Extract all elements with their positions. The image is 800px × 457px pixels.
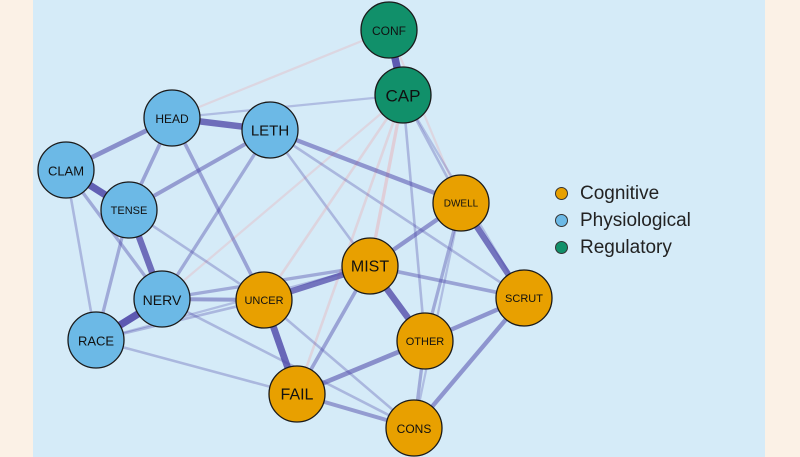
node-circle-mist — [341, 237, 399, 295]
node-label-race: RACE — [78, 334, 114, 349]
legend-label-regulatory: Regulatory — [580, 236, 672, 258]
node-label-cons: CONS — [397, 422, 432, 436]
node-race: RACE — [67, 311, 125, 369]
edge-leth-dwell — [267, 127, 464, 206]
edge-race-fail — [94, 338, 299, 396]
edge-cap-mist — [368, 93, 405, 268]
node-circle-nerv — [133, 270, 191, 328]
edge-head-uncer — [170, 116, 266, 302]
node-nerv: NERV — [133, 270, 191, 328]
edge-conf-head — [170, 28, 391, 120]
node-head: HEAD — [143, 89, 201, 147]
node-label-scrut: SCRUT — [505, 293, 543, 305]
node-label-uncer: UNCER — [244, 295, 283, 307]
node-fail: FAIL — [268, 365, 326, 423]
node-circle-tense — [100, 181, 158, 239]
legend-item-cognitive: Cognitive — [555, 180, 691, 207]
physiological-legend-dot — [555, 214, 568, 227]
node-other: OTHER — [396, 312, 454, 370]
node-circle-scrut — [495, 269, 553, 327]
edge-cap-head — [170, 93, 405, 120]
node-uncer: UNCER — [235, 271, 293, 329]
node-tense: TENSE — [100, 181, 158, 239]
edge-uncer-cons — [262, 298, 416, 430]
legend-item-physiological: Physiological — [555, 207, 691, 234]
edge-cap-nerv — [160, 93, 405, 301]
node-circle-dwell — [432, 174, 490, 232]
node-clam: CLAM — [37, 141, 95, 199]
edge-leth-nerv — [160, 128, 272, 301]
node-cons: CONS — [385, 399, 443, 457]
node-circle-cap — [374, 66, 432, 124]
node-circle-fail — [268, 365, 326, 423]
node-circle-uncer — [235, 271, 293, 329]
node-label-nerv: NERV — [143, 292, 182, 308]
edge-leth-scrut — [268, 128, 526, 300]
node-circle-cons — [385, 399, 443, 457]
node-label-conf: CONF — [372, 24, 406, 38]
edge-cap-fail — [295, 93, 405, 396]
node-mist: MIST — [341, 237, 399, 295]
legend-item-regulatory: Regulatory — [555, 234, 691, 261]
node-circle-head — [143, 89, 201, 147]
edge-cap-uncer — [262, 93, 405, 302]
legend: Cognitive Physiological Regulatory — [555, 180, 691, 261]
legend-label-cognitive: Cognitive — [580, 182, 660, 204]
node-circle-leth — [241, 101, 299, 159]
edge-clam-race — [64, 168, 98, 342]
node-circle-clam — [37, 141, 95, 199]
node-label-cap: CAP — [386, 87, 421, 106]
cognitive-legend-dot — [555, 187, 568, 200]
node-cap: CAP — [374, 66, 432, 124]
node-leth: LETH — [241, 101, 299, 159]
node-conf: CONF — [360, 1, 418, 59]
edge-conf-dwell — [387, 28, 463, 205]
node-label-tense: TENSE — [111, 205, 148, 217]
node-circle-other — [396, 312, 454, 370]
legend-label-physiological: Physiological — [580, 209, 691, 231]
node-label-clam: CLAM — [48, 164, 84, 179]
node-label-mist: MIST — [351, 259, 389, 276]
node-circle-race — [67, 311, 125, 369]
node-label-leth: LETH — [251, 123, 289, 140]
node-label-other: OTHER — [406, 336, 445, 348]
node-label-fail: FAIL — [281, 387, 314, 404]
node-layer: CONF CAP HEAD LETH CLAM TENSE NERV RACE DWELL MIS… — [37, 1, 553, 457]
node-dwell: DWELL — [432, 174, 490, 232]
regulatory-legend-dot — [555, 241, 568, 254]
node-circle-conf — [360, 1, 418, 59]
node-label-dwell: DWELL — [444, 199, 479, 210]
edge-cap-other — [401, 93, 427, 343]
node-label-head: HEAD — [155, 112, 189, 126]
node-scrut: SCRUT — [495, 269, 553, 327]
